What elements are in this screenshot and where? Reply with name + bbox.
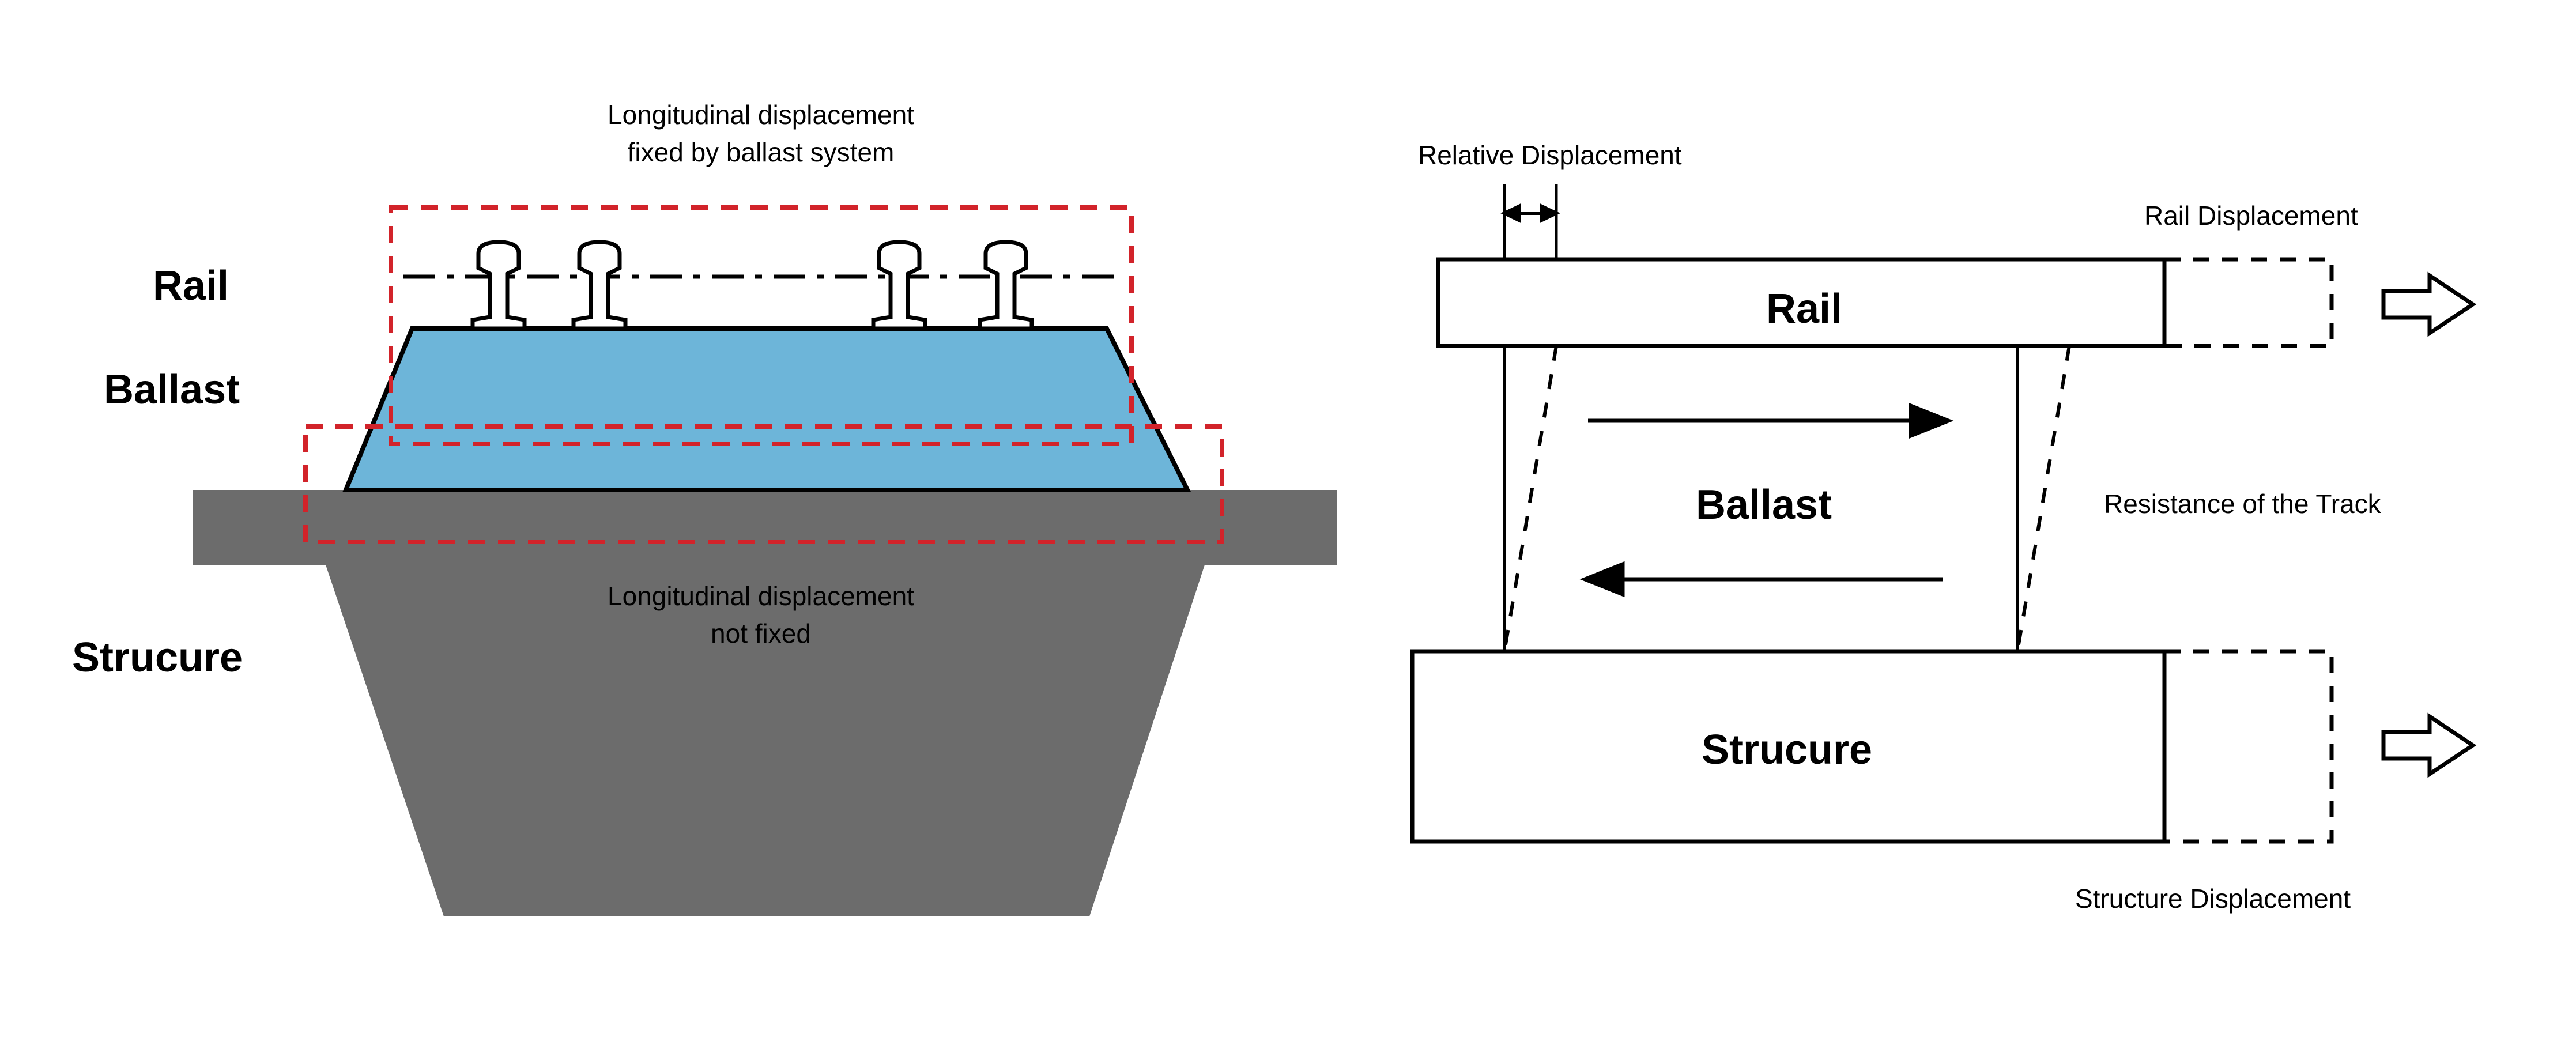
r-label-structure: Strucure [1702,727,1872,773]
top-caption-line2: fixed by ballast system [628,137,895,167]
ballast-bottom-arrow [1585,564,1943,594]
arrow-icon-structure [2383,716,2473,774]
ballast-right-dash [2017,346,2069,651]
r-rail-disp: Rail Displacement [2144,201,2358,231]
rails-group [473,242,1032,329]
r-struct-disp: Structure Displacement [2075,884,2351,914]
ballast-shape [346,329,1187,490]
structure-shape [193,490,1337,916]
r-label-rail: Rail [1766,286,1842,332]
label-rail: Rail [153,263,229,309]
left-diagram: Rail Ballast Strucure Longitudinal displ… [72,100,1337,916]
rail-4 [980,242,1032,329]
label-ballast: Ballast [104,367,240,413]
arrow-icon-rail [2383,276,2473,333]
ballast-left-dash [1504,346,1556,651]
mid-caption-line1: Longitudinal displacement [608,581,914,611]
r-label-ballast: Ballast [1696,482,1832,528]
relative-disp-arrow [1504,206,1556,220]
r-relative-disp: Relative Displacement [1418,140,1682,170]
r-resistance: Resistance of the Track [2104,489,2382,519]
rail-2 [574,242,625,329]
ballast-top-arrow [1588,406,1948,436]
label-structure: Strucure [72,635,243,681]
top-caption-line1: Longitudinal displacement [608,100,914,130]
rail-dash-box [2164,259,2332,346]
rail-1 [473,242,525,329]
diagram-canvas: Rail Ballast Strucure Longitudinal displ… [0,0,2576,1045]
rail-3 [873,242,925,329]
mid-caption-line2: not fixed [711,618,811,648]
right-diagram: Rail Ballast Strucure Relative Displacem… [1412,140,2473,914]
structure-dash-box [2164,651,2332,842]
